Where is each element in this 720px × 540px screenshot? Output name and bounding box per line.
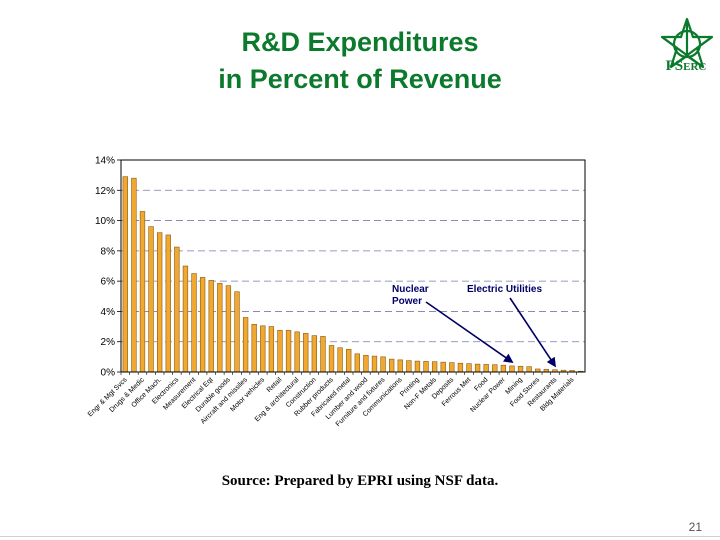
bar <box>346 348 352 373</box>
annotation-label: Electric Utilities <box>467 284 542 295</box>
bar <box>174 246 180 373</box>
bar <box>423 361 429 373</box>
source-note: Source: Prepared by EPRI using NSF data. <box>221 473 499 489</box>
bar <box>431 361 438 373</box>
bar <box>371 355 378 373</box>
slide-title-line1: R&D Expenditures <box>241 27 479 57</box>
bar <box>354 353 360 373</box>
bar <box>199 277 206 373</box>
bar <box>397 359 403 373</box>
bar <box>234 291 240 373</box>
bar <box>457 362 464 373</box>
bar <box>500 364 507 373</box>
y-tick-label: 12% <box>95 186 115 197</box>
bar <box>526 366 532 373</box>
y-tick-label: 8% <box>101 246 116 257</box>
bar <box>131 177 137 373</box>
bar <box>277 330 283 373</box>
bar <box>182 265 189 373</box>
bottom-divider <box>0 536 720 537</box>
bar <box>191 273 197 373</box>
page-number: 21 <box>688 520 702 534</box>
bar <box>337 347 343 373</box>
bar <box>517 365 524 373</box>
bar <box>363 355 369 373</box>
bar <box>268 326 275 373</box>
bar <box>509 365 515 373</box>
bar <box>225 285 232 373</box>
y-tick-label: 6% <box>101 277 116 288</box>
slide-title-line2: in Percent of Revenue <box>218 64 502 94</box>
bar <box>406 360 412 373</box>
y-tick-label: 4% <box>101 307 116 318</box>
bar <box>251 324 257 373</box>
annotation-label: Power <box>392 296 422 307</box>
bar <box>328 345 335 373</box>
bar <box>389 358 395 373</box>
logo-text-ps: PS <box>665 58 684 74</box>
bar <box>303 333 309 373</box>
bar <box>466 363 472 373</box>
y-tick-label: 14% <box>95 156 115 167</box>
bar <box>492 364 498 373</box>
bar <box>148 226 154 373</box>
bar <box>208 280 214 373</box>
pserc-logo-text: PSERC <box>652 58 720 75</box>
y-tick-label: 2% <box>101 337 116 348</box>
logo-text-erc: ERC <box>683 61 707 73</box>
bar <box>157 232 163 373</box>
bar <box>260 325 266 373</box>
annotation-arrow <box>509 297 556 368</box>
bar <box>474 363 481 373</box>
y-tick-label: 0% <box>101 368 116 379</box>
pserc-star-logo-icon <box>660 17 714 69</box>
bar <box>483 364 489 373</box>
bar <box>122 176 128 373</box>
y-tick-label: 10% <box>95 216 115 227</box>
bar <box>139 211 146 373</box>
annotation-arrow <box>425 301 514 364</box>
rd-expenditure-bar-chart: 0%2%4%6%8%10%12%14%Engr & Mgt SvcsDrugs … <box>87 156 586 428</box>
bar <box>242 317 249 373</box>
bar <box>311 335 317 373</box>
bar <box>285 330 292 373</box>
bar <box>217 283 223 373</box>
bar <box>380 356 386 373</box>
annotation-label: Nuclear <box>392 284 429 295</box>
bar <box>440 361 446 373</box>
bar <box>294 331 300 373</box>
plot-area-border <box>120 159 586 373</box>
bar <box>414 360 421 373</box>
bar <box>320 336 326 373</box>
bar <box>165 234 171 373</box>
bar <box>449 362 455 373</box>
